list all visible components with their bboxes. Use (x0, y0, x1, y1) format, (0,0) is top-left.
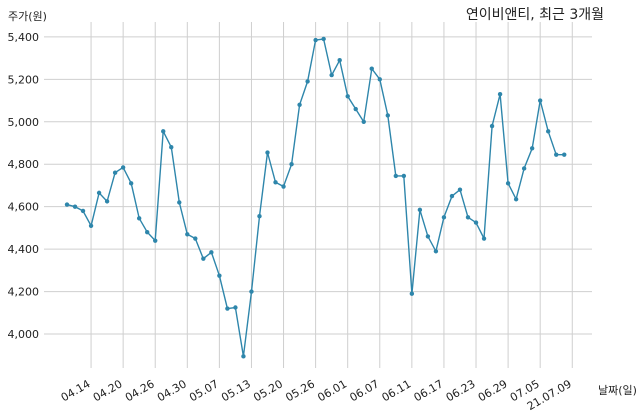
x-tick-label: 04.30 (155, 377, 189, 404)
data-point (529, 146, 535, 151)
data-point (505, 181, 511, 186)
data-point (361, 119, 366, 124)
data-point (257, 214, 262, 219)
data-point (433, 249, 439, 254)
data-point (329, 72, 334, 78)
x-axis: 04.1404.2004.2604.3005.0705.1305.2005.26… (59, 377, 574, 413)
x-tick-label: 06.11 (380, 377, 414, 404)
y-tick-label: 5,400 (8, 31, 40, 44)
x-tick-label: 06.01 (315, 377, 349, 404)
data-point (305, 79, 310, 84)
data-point (112, 170, 118, 175)
y-tick-label: 4,200 (8, 286, 40, 299)
data-point (88, 223, 94, 228)
data-point (385, 113, 390, 118)
data-point (401, 173, 407, 179)
x-tick-label: 05.07 (187, 377, 221, 404)
y-tick-label: 4,400 (8, 243, 40, 256)
x-tick-label: 06.07 (348, 377, 382, 404)
chart-title: 연이비앤티, 최근 3개월 (465, 7, 604, 23)
x-tick-label: 06.23 (444, 377, 478, 404)
data-point (369, 66, 374, 71)
data-point (417, 207, 423, 213)
x-tick-label: 05.20 (251, 377, 285, 404)
y-axis-label: 주가(원) (8, 10, 47, 23)
data-point (96, 190, 102, 196)
data-point (441, 215, 447, 220)
data-point (153, 238, 158, 243)
data-point (297, 102, 302, 107)
data-point (120, 165, 126, 170)
data-point (554, 152, 559, 157)
data-point (473, 220, 479, 225)
data-point (145, 229, 150, 235)
y-tick-label: 5,200 (8, 73, 40, 86)
data-point (161, 129, 166, 134)
data-point (409, 291, 415, 296)
data-point (64, 202, 70, 207)
x-tick-label: 06.17 (412, 377, 446, 404)
data-point (265, 150, 270, 155)
data-point (393, 173, 399, 179)
data-point (209, 250, 214, 255)
data-point (425, 234, 431, 239)
data-point (80, 208, 86, 214)
data-point (177, 200, 182, 205)
data-point (337, 58, 342, 63)
data-point (273, 180, 278, 185)
data-point (104, 199, 110, 204)
data-point (241, 354, 246, 359)
grid (44, 22, 592, 368)
data-point (321, 36, 326, 42)
y-tick-label: 4,600 (8, 201, 40, 214)
data-point (313, 37, 318, 43)
data-point (449, 193, 455, 199)
y-tick-label: 4,000 (8, 328, 40, 341)
x-tick-label: 05.26 (283, 377, 317, 404)
data-point (217, 273, 222, 278)
data-point (345, 94, 350, 99)
data-point (289, 162, 294, 167)
data-point (562, 152, 567, 157)
data-point (136, 216, 142, 221)
x-tick-label: 05.13 (219, 377, 253, 404)
data-point (457, 187, 463, 192)
x-tick-label: 06.29 (476, 377, 510, 404)
y-tick-label: 4,800 (8, 158, 40, 171)
x-tick-label: 04.20 (91, 377, 125, 404)
data-point (377, 77, 382, 82)
data-point (169, 145, 174, 150)
data-point (489, 123, 495, 129)
x-axis-label: 날짜(일) (598, 384, 637, 397)
data-point (537, 98, 543, 103)
data-point (465, 215, 471, 220)
data-point (546, 129, 551, 134)
data-point (193, 236, 198, 241)
data-point (201, 256, 206, 261)
data-point (481, 236, 487, 241)
data-point (72, 204, 78, 209)
data-point (513, 197, 519, 202)
x-tick-label: 04.26 (123, 377, 157, 404)
data-point (281, 184, 286, 189)
data-point (233, 305, 238, 310)
data-point (353, 106, 358, 112)
data-point (225, 306, 230, 311)
data-point (185, 232, 190, 237)
series-group (64, 36, 567, 359)
data-point (521, 166, 527, 171)
y-tick-label: 5,000 (8, 116, 40, 129)
x-tick-label: 04.14 (59, 377, 93, 404)
data-point (497, 91, 503, 97)
data-point (128, 181, 134, 186)
data-point (249, 289, 254, 294)
y-axis: 4,000 4,200 4,400 4,600 4,800 5,000 5,200 5,400 (8, 31, 40, 341)
